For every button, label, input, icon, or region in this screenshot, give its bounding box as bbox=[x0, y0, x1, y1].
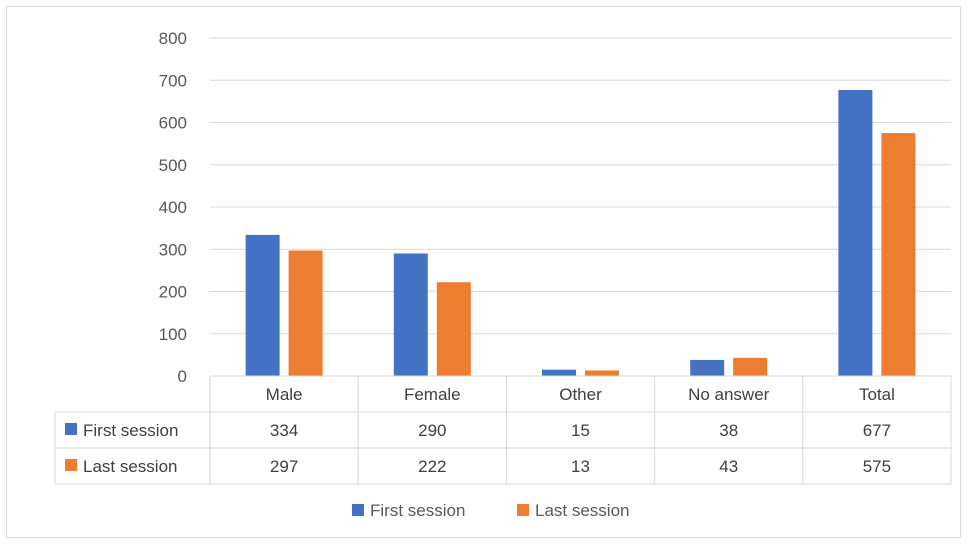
chart-frame bbox=[6, 6, 961, 538]
legend-key bbox=[352, 504, 364, 516]
bar bbox=[542, 369, 576, 376]
y-tick-label: 0 bbox=[178, 367, 187, 386]
bar bbox=[690, 359, 725, 376]
data-label: 222 bbox=[418, 457, 446, 476]
bar bbox=[436, 282, 471, 376]
bar bbox=[245, 234, 280, 376]
bar bbox=[881, 133, 916, 376]
data-label: 334 bbox=[270, 421, 298, 440]
table-series-label: Last session bbox=[83, 457, 178, 476]
bar bbox=[838, 89, 873, 376]
legend-label: First session bbox=[370, 501, 465, 520]
x-tick-label: Total bbox=[859, 385, 895, 404]
table-series-label: First session bbox=[83, 421, 178, 440]
x-tick-label: Female bbox=[404, 385, 461, 404]
x-tick-label: Male bbox=[266, 385, 303, 404]
y-tick-label: 700 bbox=[159, 71, 187, 90]
data-label: 677 bbox=[863, 421, 891, 440]
legend-key bbox=[65, 423, 77, 435]
data-label: 297 bbox=[270, 457, 298, 476]
data-label: 575 bbox=[863, 457, 891, 476]
data-label: 43 bbox=[719, 457, 738, 476]
y-tick-label: 600 bbox=[159, 114, 187, 133]
x-tick-label: Other bbox=[559, 385, 602, 404]
y-tick-label: 300 bbox=[159, 240, 187, 259]
bar bbox=[393, 253, 428, 376]
data-label: 38 bbox=[719, 421, 738, 440]
legend-key bbox=[65, 459, 77, 471]
data-label: 290 bbox=[418, 421, 446, 440]
data-label: 13 bbox=[571, 457, 590, 476]
y-tick-label: 200 bbox=[159, 283, 187, 302]
bar bbox=[288, 250, 323, 376]
bar bbox=[733, 357, 768, 376]
legend-label: Last session bbox=[535, 501, 630, 520]
y-tick-label: 800 bbox=[159, 29, 187, 48]
data-label: 15 bbox=[571, 421, 590, 440]
y-tick-label: 400 bbox=[159, 198, 187, 217]
legend-key bbox=[517, 504, 529, 516]
bar bbox=[585, 370, 619, 376]
x-tick-label: No answer bbox=[688, 385, 770, 404]
y-tick-label: 100 bbox=[159, 325, 187, 344]
y-tick-label: 500 bbox=[159, 156, 187, 175]
